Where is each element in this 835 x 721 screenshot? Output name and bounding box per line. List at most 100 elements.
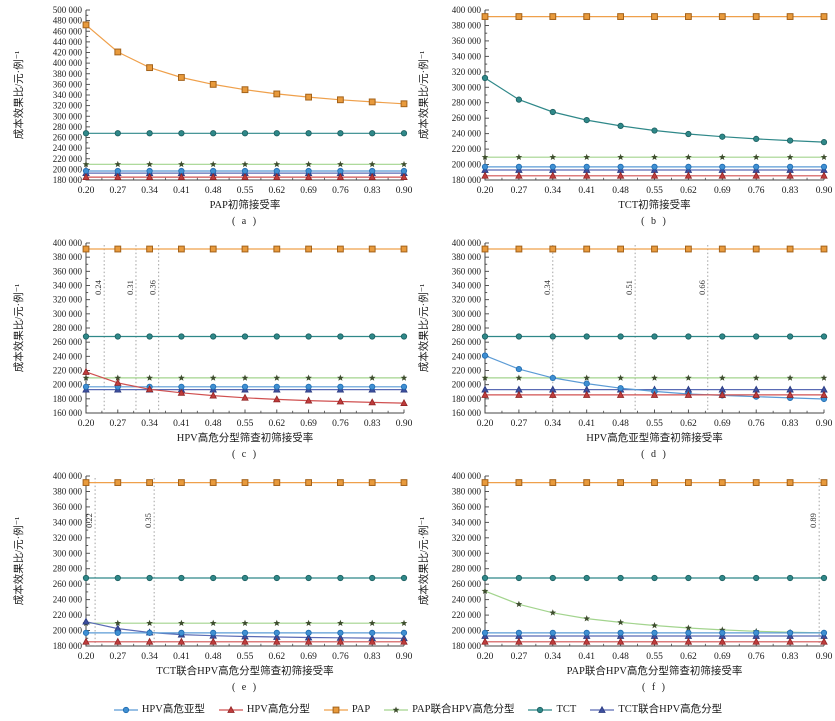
panel-d-chart: 160 000 180 000 200 000 220 000 240 000 260 0… [417, 238, 833, 460]
panel-index-label: ( c ) [232, 449, 258, 460]
marker-star-icon [617, 374, 624, 381]
x-tick-label: 0.20 [78, 186, 95, 196]
marker-star-icon [146, 374, 153, 381]
y-tick-label: 260 000 [53, 133, 83, 143]
marker-square-icon [718, 245, 726, 253]
marker-triangle-icon [616, 171, 625, 179]
marker-triangle-icon [718, 171, 727, 179]
marker-square-icon [651, 13, 658, 20]
x-axis-title: HPV高危分型筛查初筛接受率 [177, 431, 314, 444]
y-tick-label: 500 000 [53, 5, 83, 15]
y-tick-label: 240 000 [53, 351, 83, 361]
marker-circle-icon [337, 130, 344, 137]
marker-square-icon [368, 479, 376, 486]
y-axis-title: 成本效果比/元·例⁻¹ [417, 51, 430, 140]
marker-triangle-icon [145, 172, 154, 180]
marker-square-icon [617, 13, 624, 20]
marker-star-icon [685, 153, 692, 161]
y-tick-label: 260 000 [452, 113, 482, 123]
marker-triangle-icon [549, 390, 557, 398]
y-tick-label: 200 000 [452, 160, 482, 170]
marker-star-icon [82, 160, 90, 168]
x-tick-label: 0.90 [816, 186, 833, 196]
marker-star-icon [400, 374, 408, 381]
marker-square-icon [820, 13, 828, 20]
marker-star-icon [617, 618, 624, 626]
x-axis-title: PAP联合HPV高危分型筛查初筛接受率 [567, 664, 743, 677]
marker-circle-icon [400, 333, 408, 340]
marker-triangle-icon [549, 637, 557, 645]
x-tick-label: 0.41 [173, 652, 190, 662]
y-tick-label: 380 000 [53, 252, 83, 262]
x-tick-label: 0.20 [78, 652, 95, 662]
y-tick-label: 260 000 [452, 337, 482, 347]
panel-a: 180 000 200 000 220 000 240 000 260 000 280 0… [0, 0, 417, 233]
x-tick-label: 0.41 [173, 419, 190, 429]
marker-square-icon [515, 479, 523, 486]
legend-swatch-icon [528, 706, 553, 714]
y-tick-label: 180 000 [53, 641, 83, 651]
marker-circle-icon [651, 629, 658, 636]
marker-circle-icon [337, 167, 344, 175]
y-tick-label: 320 000 [53, 533, 83, 543]
x-tick-label: 0.27 [511, 419, 528, 429]
marker-circle-icon [719, 629, 726, 636]
y-tick-label: 280 000 [53, 564, 83, 574]
x-tick-label: 0.55 [646, 419, 663, 429]
marker-square-icon [273, 245, 281, 253]
marker-circle-icon [146, 167, 153, 175]
marker-circle-icon [481, 574, 489, 582]
legend-label: HPV高危亚型 [141, 703, 205, 715]
marker-star-icon [305, 619, 312, 627]
y-tick-label: 400 000 [53, 238, 83, 248]
y-tick-label: 220 000 [452, 366, 482, 376]
marker-circle-icon [82, 629, 90, 636]
y-tick-label: 380 000 [53, 486, 83, 496]
marker-circle-icon [617, 574, 624, 582]
x-tick-label: 0.83 [782, 186, 799, 196]
marker-triangle-icon [145, 637, 154, 645]
marker-circle-icon [305, 130, 312, 137]
marker-circle-icon [549, 333, 556, 340]
marker-star-icon [820, 153, 828, 161]
y-tick-label: 300 000 [53, 309, 83, 319]
y-tick-label: 180 000 [53, 394, 83, 404]
marker-triangle-icon [400, 172, 408, 180]
y-tick-label: 200 000 [452, 626, 482, 636]
marker-star-icon [583, 374, 591, 381]
marker-square-icon [178, 479, 185, 486]
marker-circle-icon [786, 629, 794, 636]
marker-star-icon [305, 160, 312, 168]
marker-star-icon [337, 619, 344, 627]
marker-square-icon [820, 245, 828, 253]
marker-circle-icon [651, 163, 658, 170]
y-tick-label: 300 000 [452, 548, 482, 558]
marker-star-icon [481, 153, 489, 161]
marker-circle-icon [651, 333, 658, 340]
marker-circle-icon [178, 629, 185, 636]
marker-square-icon [82, 245, 90, 253]
marker-square-icon [146, 64, 153, 72]
x-tick-label: 0.41 [578, 186, 595, 196]
marker-circle-icon [515, 365, 523, 373]
panel-c: 160 000 180 000 200 000 220 000 240 000 260 0… [0, 233, 417, 466]
marker-circle-icon [178, 333, 185, 340]
x-tick-label: 0.27 [511, 652, 528, 662]
marker-square-icon [786, 479, 794, 486]
marker-star-icon [178, 374, 185, 381]
marker-circle-icon [146, 333, 153, 340]
x-tick-label: 0.83 [364, 186, 381, 196]
marker-triangle-icon [684, 390, 693, 398]
marker-circle-icon [122, 706, 129, 714]
marker-star-icon [685, 374, 692, 381]
legend-swatch-icon [218, 705, 243, 713]
marker-circle-icon [337, 333, 344, 340]
marker-star-icon [617, 153, 624, 161]
y-tick-label: 300 000 [452, 309, 482, 319]
marker-circle-icon [114, 333, 121, 340]
marker-triangle-icon [273, 172, 281, 180]
marker-circle-icon [617, 385, 624, 392]
marker-star-icon [368, 374, 376, 381]
marker-circle-icon [337, 574, 344, 582]
marker-star-icon [114, 374, 122, 381]
